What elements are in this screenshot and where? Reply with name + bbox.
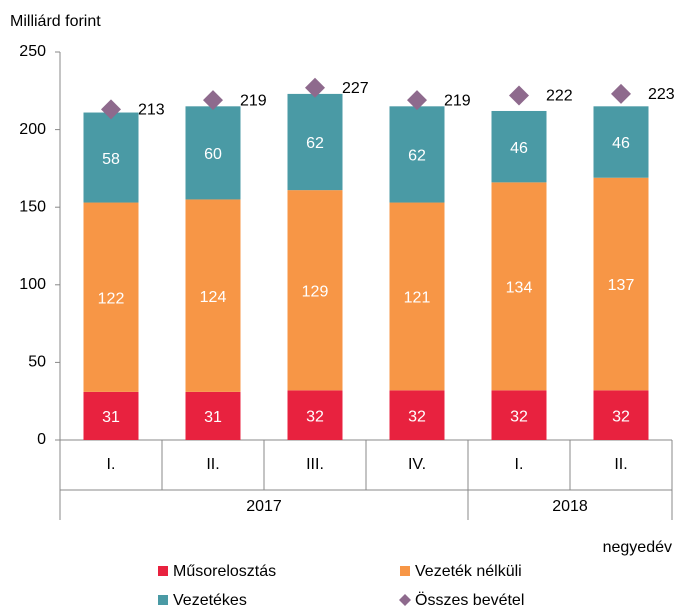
bar-segment xyxy=(593,390,649,440)
total-label: 227 xyxy=(342,80,369,97)
y-tick-label: 50 xyxy=(28,354,46,371)
bar-segment xyxy=(287,190,343,391)
total-marker xyxy=(509,85,529,106)
legend-label: Vezetékes xyxy=(173,592,247,609)
y-tick-label: 200 xyxy=(19,121,46,138)
total-label: 213 xyxy=(138,102,165,119)
data-label: 32 xyxy=(612,408,630,425)
data-label: 129 xyxy=(302,283,329,300)
legend-marker xyxy=(400,566,410,576)
x-tick-label: IV. xyxy=(408,456,426,473)
data-label: 32 xyxy=(306,408,324,425)
y-tick-label: 100 xyxy=(19,276,46,293)
x-tick-label: I. xyxy=(515,456,524,473)
data-label: 137 xyxy=(608,277,635,294)
data-label: 62 xyxy=(306,135,324,152)
bar-segment xyxy=(491,110,547,183)
bar-segment xyxy=(593,106,649,178)
data-label: 32 xyxy=(510,408,528,425)
data-label: 60 xyxy=(204,146,222,163)
data-label: 122 xyxy=(98,290,125,307)
total-marker xyxy=(611,83,631,104)
data-label: 46 xyxy=(510,140,528,157)
bar-segment xyxy=(389,106,445,203)
total-label: 222 xyxy=(546,88,573,105)
data-label: 46 xyxy=(612,135,630,152)
x-tick-label: II. xyxy=(614,456,627,473)
y-axis-label: Milliárd forint xyxy=(10,13,101,30)
data-label: 58 xyxy=(102,151,120,168)
bar-segment xyxy=(491,182,547,391)
data-label: 62 xyxy=(408,148,426,165)
total-marker xyxy=(101,99,121,120)
total-marker xyxy=(305,77,325,98)
legend-marker xyxy=(399,594,411,606)
data-label: 31 xyxy=(204,409,222,426)
data-label: 121 xyxy=(404,290,431,307)
legend-marker xyxy=(158,595,168,605)
bar-segment xyxy=(83,391,139,440)
y-tick-label: 250 xyxy=(19,43,46,60)
bar-segment xyxy=(491,390,547,440)
bar-segment xyxy=(287,390,343,440)
data-label: 124 xyxy=(200,289,227,306)
bar-segment xyxy=(389,390,445,440)
bar-segment xyxy=(185,199,241,392)
bar-segment xyxy=(185,391,241,440)
x-tick-label: III. xyxy=(306,456,324,473)
y-tick-label: 0 xyxy=(37,431,46,448)
bar-segment xyxy=(83,202,139,392)
legend-marker xyxy=(158,566,168,576)
data-label: 32 xyxy=(408,408,426,425)
bar-segment xyxy=(389,202,445,391)
x-tick-label: II. xyxy=(206,456,219,473)
total-marker xyxy=(203,90,223,111)
group-label: 2018 xyxy=(552,498,588,515)
data-label: 134 xyxy=(506,280,533,297)
data-label: 31 xyxy=(102,409,120,426)
total-marker xyxy=(407,90,427,111)
bar-segment xyxy=(185,106,241,200)
group-label: 2017 xyxy=(246,498,282,515)
y-tick-label: 150 xyxy=(19,198,46,215)
x-tick-label: I. xyxy=(107,456,116,473)
total-label: 219 xyxy=(240,92,267,109)
x-axis-label: negyedév xyxy=(603,539,672,556)
bar-segment xyxy=(593,177,649,391)
total-label: 219 xyxy=(444,92,471,109)
total-label: 223 xyxy=(648,86,675,103)
bar-segment xyxy=(287,93,343,191)
legend-label: Műsorelosztás xyxy=(173,563,276,580)
legend-label: Összes bevétel xyxy=(415,591,524,609)
bar-segment xyxy=(83,112,139,203)
legend-label: Vezeték nélküli xyxy=(415,563,522,580)
